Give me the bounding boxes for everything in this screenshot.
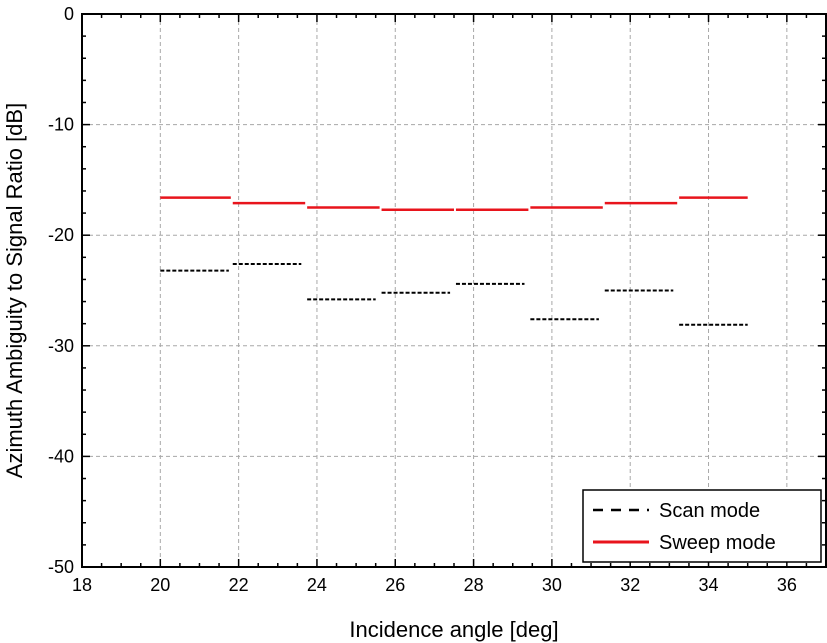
legend-label-scan-mode: Scan mode — [659, 500, 760, 522]
series-sweep-mode — [160, 196, 748, 212]
x-tick-label-32: 32 — [620, 575, 640, 595]
grid — [82, 14, 826, 567]
x-tick-label-18: 18 — [72, 575, 92, 595]
ticks — [81, 13, 827, 568]
x-tick-label-26: 26 — [385, 575, 405, 595]
y-tick-label--10: -10 — [48, 115, 74, 135]
tick-labels: 18 20 22 24 26 28 30 32 34 36 -50 -40 -30 -20 -10 0 — [48, 4, 797, 595]
y-tick-label--40: -40 — [48, 446, 74, 466]
series-layer — [160, 196, 748, 326]
y-tick-label--20: -20 — [48, 225, 74, 245]
y-axis-title: Azimuth Ambiguity to Signal Ratio [dB] — [2, 103, 27, 478]
x-tick-label-30: 30 — [542, 575, 562, 595]
x-tick-label-22: 22 — [229, 575, 249, 595]
y-tick-label-0: 0 — [64, 4, 74, 24]
x-axis-title: Incidence angle [deg] — [349, 617, 558, 642]
y-tick-label--30: -30 — [48, 336, 74, 356]
x-tick-label-24: 24 — [307, 575, 327, 595]
x-tick-label-28: 28 — [464, 575, 484, 595]
legend-box — [582, 489, 822, 563]
x-tick-label-36: 36 — [777, 575, 797, 595]
x-tick-label-20: 20 — [150, 575, 170, 595]
legend: Scan mode Sweep mode — [582, 489, 822, 563]
x-tick-label-34: 34 — [699, 575, 719, 595]
series-scan-mode — [160, 262, 748, 326]
legend-label-sweep-mode: Sweep mode — [659, 532, 776, 554]
y-tick-label--50: -50 — [48, 557, 74, 577]
